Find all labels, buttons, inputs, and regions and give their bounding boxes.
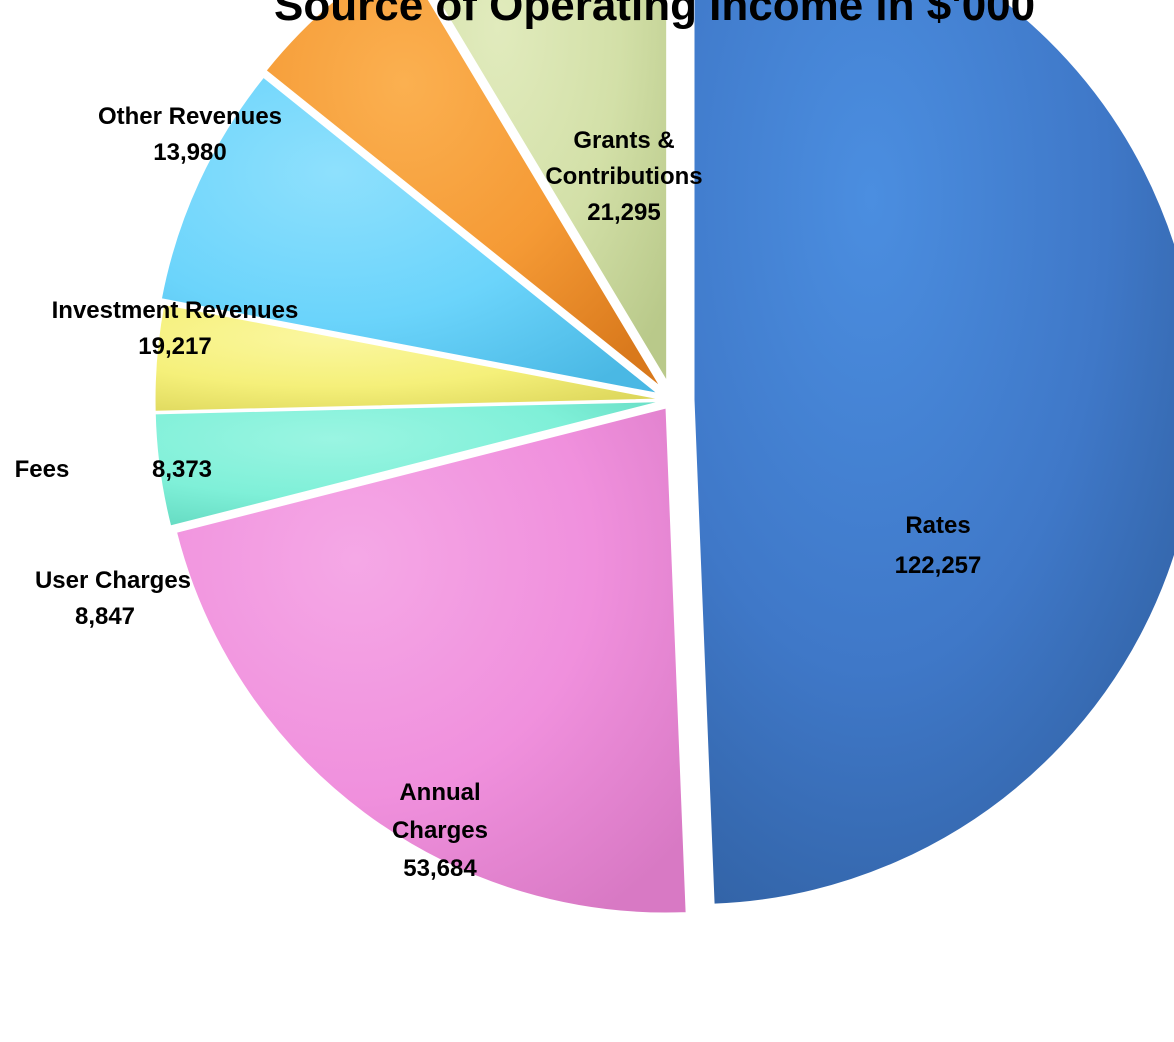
slice-label-grants-and-contributions-0: Grants & [573,127,674,154]
slice-value-annual-charges: 53,684 [403,855,477,882]
slice-label-other-revenues-0: Other Revenues [98,103,282,130]
chart-title: Source of Operating Income in $'000 [274,0,1035,30]
slice-label-rates-0: Rates [905,512,970,539]
slice-value-other-revenues: 13,980 [153,139,226,166]
pie-slice-rates [693,0,1174,905]
pie-slices [154,0,1174,914]
pie-labels: Rates 122,257 Annual Charges 53,684 User Char… [15,103,982,882]
slice-label-fees-0: Fees [15,456,70,483]
pie-slice-other-revenues [265,0,661,387]
pie-slice-fees [154,303,661,412]
slice-value-investment-revenues: 19,217 [138,333,211,360]
pie-slice-user-charges [154,401,661,527]
pie-slice-investment-revenues [160,76,658,394]
slice-value-rates: 122,257 [895,552,982,579]
slice-label-annual-charges-1: Charges [392,817,488,844]
slice-value-grants-and-contributions: 21,295 [587,199,660,226]
slice-label-investment-revenues-0: Investment Revenues [52,297,299,324]
slice-label-annual-charges-0: Annual [399,779,480,806]
slice-label-user-charges-0: User Charges [35,567,191,594]
slice-value-fees: 8,373 [152,456,212,483]
pie-slice-annual-charges [175,407,687,914]
slice-label-grants-and-contributions-1: Contributions [545,163,702,190]
pie-slice-grants-and-contributions [437,0,668,383]
slice-value-user-charges: 8,847 [75,603,135,630]
